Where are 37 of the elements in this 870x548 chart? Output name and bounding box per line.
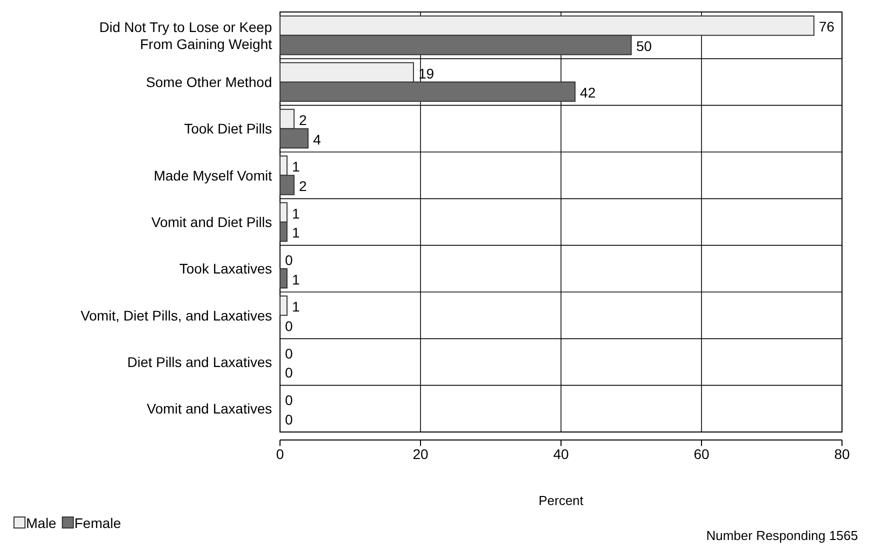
- y-tick-label: Vomit, Diet Pills, and Laxatives: [80, 307, 272, 324]
- legend-label: Male: [26, 515, 57, 531]
- data-label: 50: [636, 38, 652, 54]
- y-tick-label: Some Other Method: [146, 74, 272, 90]
- y-tick-label: Did Not Try to Lose or Keep From Gaining Weight: [99, 18, 272, 52]
- data-label: 2: [299, 178, 308, 194]
- bar: [280, 296, 288, 316]
- data-label: 0: [285, 411, 293, 428]
- data-label: 1: [292, 158, 300, 175]
- data-label: 0: [285, 252, 293, 268]
- data-label: 76: [818, 18, 835, 35]
- x-tick-label: 20: [412, 446, 428, 462]
- data-label: 1: [292, 298, 300, 315]
- y-tick-label: Vomit and Laxatives: [146, 400, 272, 417]
- data-label: 0: [285, 364, 293, 381]
- y-tick-label: Took Diet Pills: [184, 120, 272, 137]
- data-label: 42: [580, 84, 596, 101]
- x-axis-title: Percent: [538, 493, 584, 508]
- data-label: 4: [313, 131, 322, 148]
- x-tick-label: 0: [276, 446, 284, 462]
- data-label: 0: [285, 345, 293, 362]
- y-tick-label: Took Laxatives: [179, 260, 272, 277]
- data-label: 0: [285, 318, 293, 334]
- x-tick-label: 40: [553, 446, 569, 462]
- bar: [280, 268, 288, 288]
- y-tick-label: Made Myself Vomit: [154, 167, 272, 184]
- x-tick-label: 80: [834, 446, 850, 462]
- text: Number Responding 1565: [706, 528, 858, 543]
- y-tick-label: Vomit and Diet Pills: [151, 214, 272, 230]
- data-label: 1: [292, 271, 300, 288]
- legend-label: Female: [74, 515, 122, 531]
- data-label: 0: [285, 392, 293, 408]
- data-label: 1: [292, 205, 300, 222]
- data-label: 1: [292, 224, 300, 241]
- y-tick-label: Diet Pills and Laxatives: [127, 354, 272, 370]
- data-label: 2: [299, 112, 308, 128]
- x-tick-label: 60: [694, 446, 710, 462]
